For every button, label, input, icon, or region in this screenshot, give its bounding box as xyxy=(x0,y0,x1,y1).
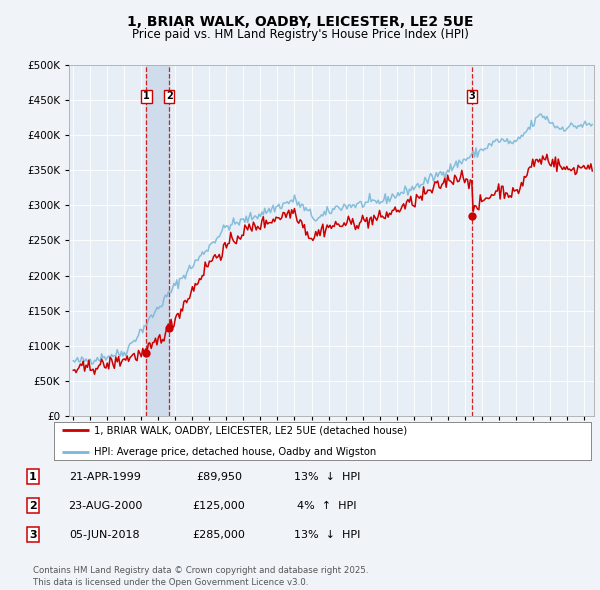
Bar xyxy=(146,65,169,416)
Text: 3: 3 xyxy=(29,530,37,539)
Text: Price paid vs. HM Land Registry's House Price Index (HPI): Price paid vs. HM Land Registry's House … xyxy=(131,28,469,41)
Text: £285,000: £285,000 xyxy=(193,530,245,539)
Text: 23-AUG-2000: 23-AUG-2000 xyxy=(68,501,142,510)
Text: Contains HM Land Registry data © Crown copyright and database right 2025.
This d: Contains HM Land Registry data © Crown c… xyxy=(33,566,368,587)
Text: £125,000: £125,000 xyxy=(193,501,245,510)
Text: HPI: Average price, detached house, Oadby and Wigston: HPI: Average price, detached house, Oadb… xyxy=(94,447,377,457)
Text: 2: 2 xyxy=(166,91,173,101)
Text: 05-JUN-2018: 05-JUN-2018 xyxy=(70,530,140,539)
Text: 1: 1 xyxy=(29,472,37,481)
Text: 2: 2 xyxy=(29,501,37,510)
Text: £89,950: £89,950 xyxy=(196,472,242,481)
Text: 1, BRIAR WALK, OADBY, LEICESTER, LE2 5UE: 1, BRIAR WALK, OADBY, LEICESTER, LE2 5UE xyxy=(127,15,473,29)
Text: 1, BRIAR WALK, OADBY, LEICESTER, LE2 5UE (detached house): 1, BRIAR WALK, OADBY, LEICESTER, LE2 5UE… xyxy=(94,425,407,435)
Text: 1: 1 xyxy=(143,91,150,101)
Text: 21-APR-1999: 21-APR-1999 xyxy=(69,472,141,481)
Text: 13%  ↓  HPI: 13% ↓ HPI xyxy=(294,530,360,539)
Text: 4%  ↑  HPI: 4% ↑ HPI xyxy=(297,501,357,510)
Text: 13%  ↓  HPI: 13% ↓ HPI xyxy=(294,472,360,481)
Text: 3: 3 xyxy=(469,91,475,101)
